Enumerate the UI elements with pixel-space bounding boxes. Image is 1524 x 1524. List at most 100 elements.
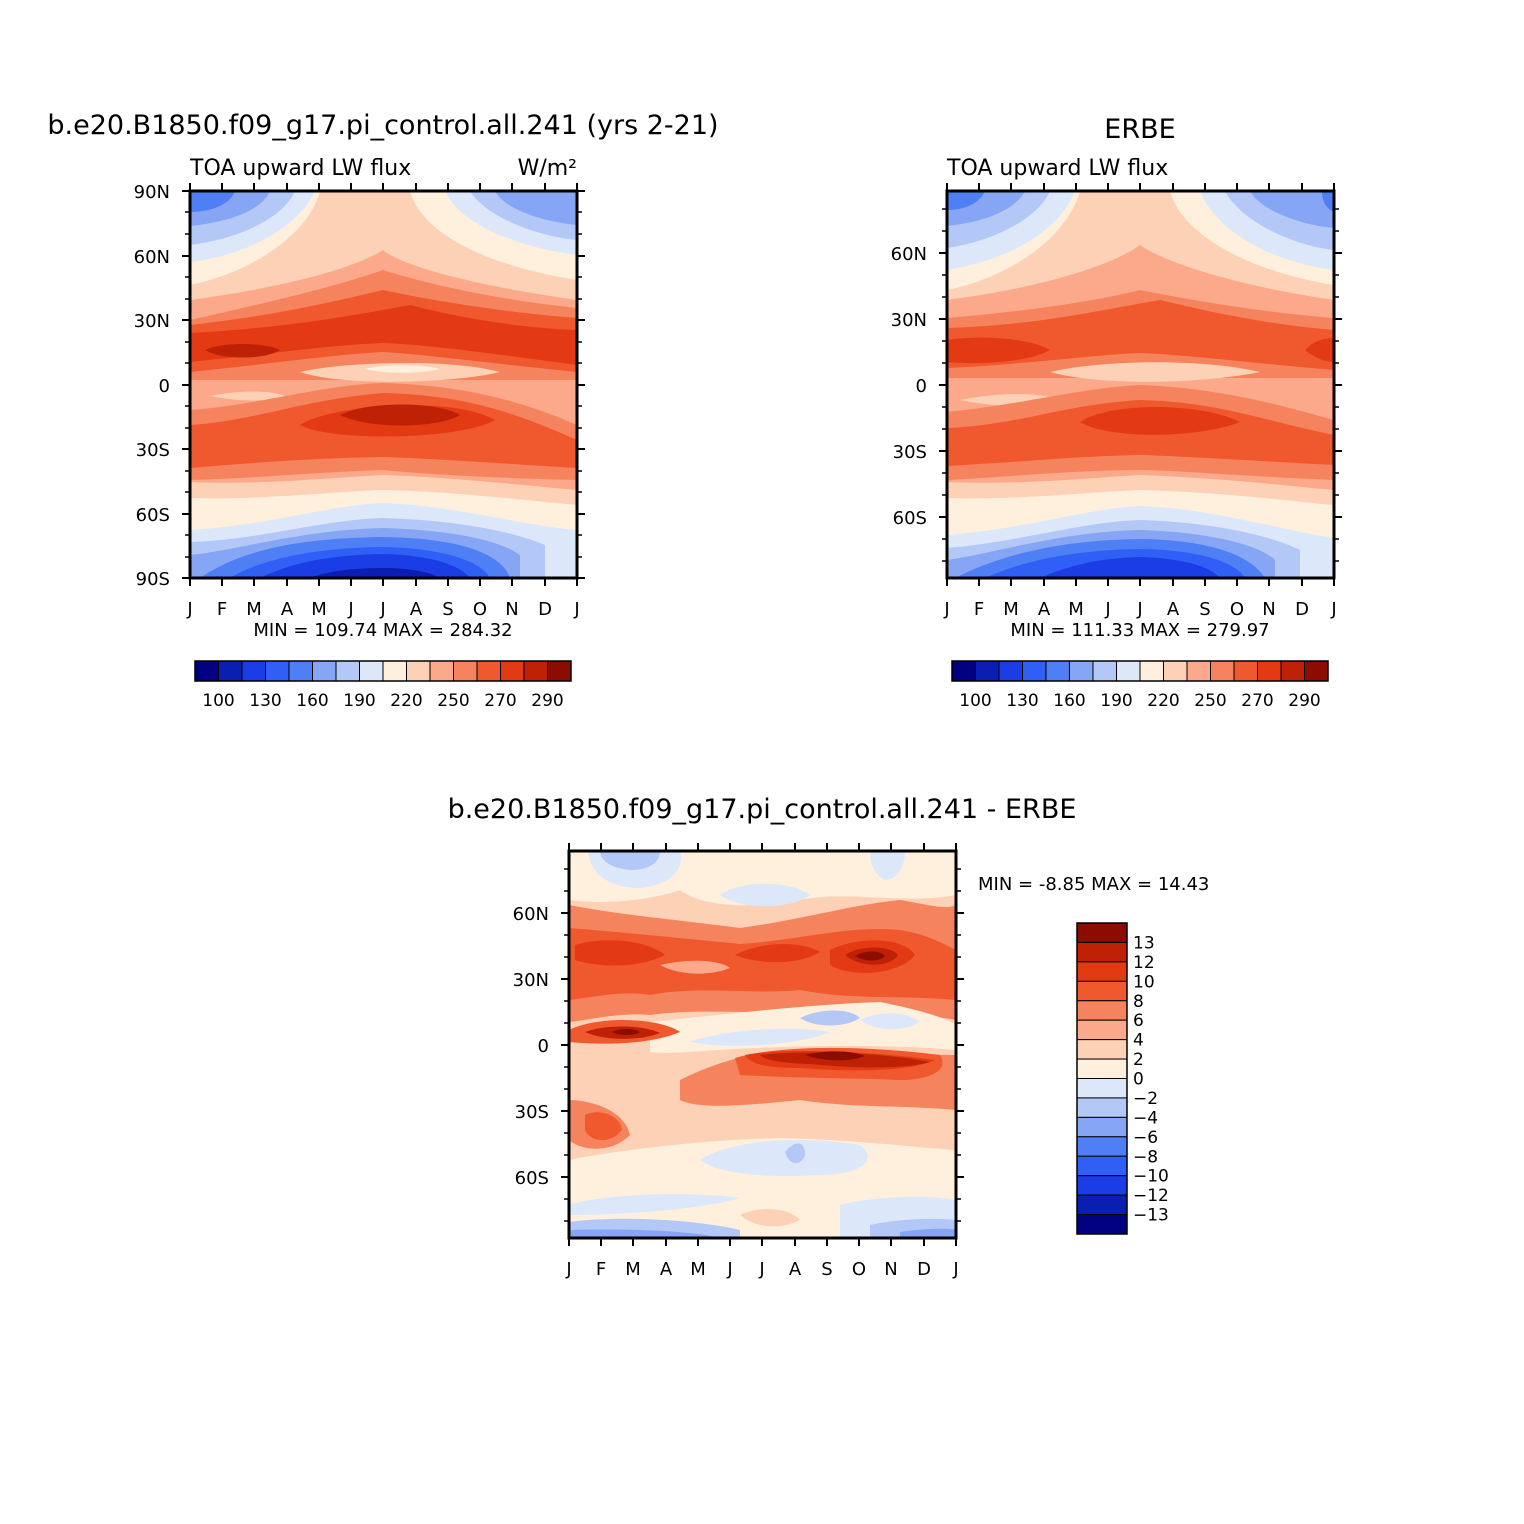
panel-diff-xlabels: J F M A M J J A S O N D J (565, 1259, 958, 1280)
panel-model-subtitle: TOA upward LW flux (189, 156, 411, 181)
panel-diff-ylabels: 60N 30N 0 30S 60S (513, 904, 549, 1189)
colorbar-swatch (951, 660, 976, 682)
xtick-label: D (917, 1259, 931, 1280)
colorbar-swatch (288, 660, 313, 682)
colorbar-swatch (1076, 1116, 1128, 1138)
band-ntrop-3 (947, 337, 1334, 364)
colorbar-swatch (312, 660, 337, 682)
colorbar-erbe: 100 130 160 190 220 250 270 290 (951, 660, 1329, 711)
colorbar-swatch (1076, 922, 1128, 943)
band-north-3 (947, 191, 1334, 270)
xtick-label: J (1104, 599, 1110, 620)
colorbar-label: 130 (249, 691, 281, 711)
xtick-label: F (217, 599, 227, 620)
colorbar-label: 190 (343, 691, 375, 711)
xtick-label: J (379, 599, 385, 620)
colorbar-swatch (406, 660, 431, 682)
xtick-label: F (974, 599, 984, 620)
colorbar-label: 2 (1133, 1050, 1144, 1070)
ytick-label: 30S (515, 1102, 549, 1123)
colorbar-label: 160 (296, 691, 328, 711)
colorbar-swatch (1092, 660, 1117, 682)
blob (585, 1047, 943, 1141)
colorbar-label: 290 (531, 691, 563, 711)
colorbar-label: 13 (1133, 933, 1155, 953)
xtick-label: D (1295, 599, 1309, 620)
colorbar-label: −8 (1133, 1147, 1158, 1167)
colorbar-label: 290 (1288, 691, 1320, 711)
band-south-8 (1040, 557, 1220, 578)
colorbar-swatch (1210, 660, 1235, 682)
ytick-label: 30N (134, 311, 170, 332)
colorbar-frame (951, 660, 1329, 682)
ytick-label: 60N (513, 904, 549, 925)
colorbar-swatch (523, 660, 548, 682)
panel-model: b.e20.B1850.f09_g17.pi_control.all.241 (… (47, 110, 718, 711)
colorbar-swatch (1076, 941, 1128, 963)
blob (612, 1029, 640, 1035)
colorbar-label: 160 (1053, 691, 1085, 711)
colorbar-swatch (547, 660, 572, 682)
xtick-label: J (943, 599, 949, 620)
band-ntrop-4 (205, 344, 280, 358)
panel-model-xlabels: J F M A M J J A S O N D J (186, 599, 579, 620)
ytick-label: 0 (538, 1036, 549, 1057)
xtick-label: J (565, 1259, 571, 1280)
xtick-label: M (246, 599, 262, 620)
colorbar-label: 250 (437, 691, 469, 711)
colorbar-swatch (1280, 660, 1305, 682)
xtick-label: M (1068, 599, 1084, 620)
xtick-label: J (952, 1259, 958, 1280)
colorbar-swatch (1186, 660, 1211, 682)
colorbar-swatch (1076, 1214, 1128, 1235)
band-eq-1 (960, 362, 1260, 406)
xtick-label: A (1038, 599, 1051, 620)
band-north-4 (947, 191, 1334, 250)
colorbar-swatch (1022, 660, 1047, 682)
band-south-9 (310, 568, 440, 578)
colorbar-swatch (1163, 660, 1188, 682)
colorbar-swatch (1076, 1000, 1128, 1021)
blob (600, 851, 660, 870)
colorbar-swatch (1045, 660, 1070, 682)
ytick-label: 90N (134, 182, 170, 203)
xtick-label: A (410, 599, 423, 620)
xtick-label: F (596, 1259, 606, 1280)
colorbar-swatch (476, 660, 501, 682)
colorbar-label: 6 (1133, 1011, 1144, 1031)
colorbar-swatch (194, 660, 219, 682)
colorbar-label: 270 (484, 691, 516, 711)
ytick-label: 60S (515, 1168, 549, 1189)
xtick-label: S (821, 1259, 832, 1280)
blob (660, 960, 730, 974)
ytick-label: 60S (136, 505, 170, 526)
xtick-label: J (758, 1259, 764, 1280)
blob (855, 951, 885, 961)
xtick-label: N (505, 599, 518, 620)
xtick-label: A (789, 1259, 802, 1280)
xtick-label: N (884, 1259, 897, 1280)
colorbar-swatch (1076, 980, 1128, 1002)
xtick-label: A (281, 599, 294, 620)
blob (569, 1140, 956, 1238)
ytick-label: 30S (136, 440, 170, 461)
xtick-label: J (573, 599, 579, 620)
colorbar-swatch (1116, 660, 1141, 682)
colorbar-label: 100 (202, 691, 234, 711)
ytick-label: 30S (893, 442, 927, 463)
colorbar-swatch (500, 660, 525, 682)
colorbar-label: 0 (1133, 1070, 1144, 1090)
colorbar-label: −13 (1133, 1206, 1169, 1226)
band-strop-3 (1080, 407, 1240, 435)
colorbar-label: −2 (1133, 1089, 1158, 1109)
colorbar-swatch (265, 660, 290, 682)
colorbar-label: 4 (1133, 1031, 1144, 1051)
panel-diff-ticks (561, 843, 964, 1246)
colorbar-swatch (241, 660, 266, 682)
ytick-label: 60N (134, 247, 170, 268)
colorbar-swatch (998, 660, 1023, 682)
colorbar-swatch (335, 660, 360, 682)
panel-model-units: W/m² (518, 156, 577, 181)
colorbar-label: 130 (1006, 691, 1038, 711)
panel-model-field (190, 191, 577, 578)
